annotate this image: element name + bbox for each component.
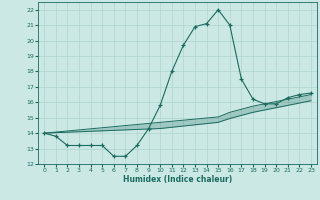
X-axis label: Humidex (Indice chaleur): Humidex (Indice chaleur) bbox=[123, 175, 232, 184]
